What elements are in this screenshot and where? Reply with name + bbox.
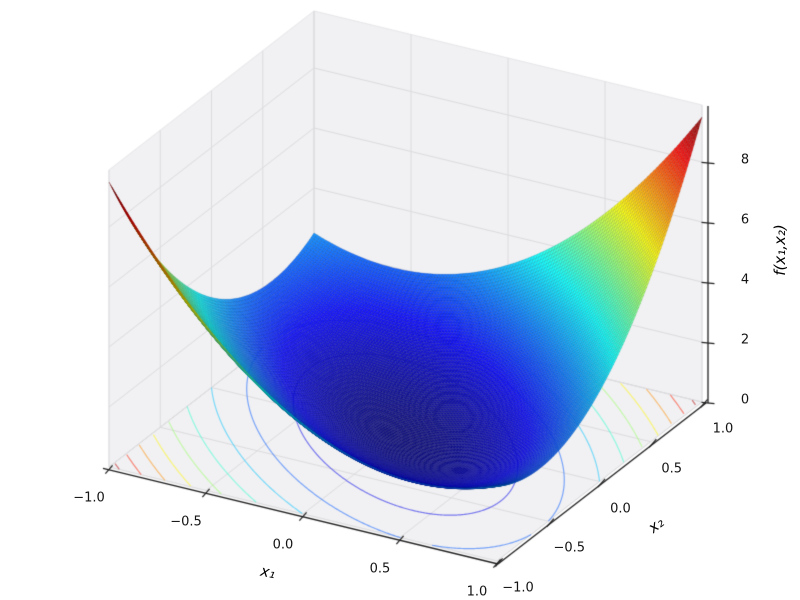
surface-plot-canvas	[0, 0, 800, 600]
matplotlib-3d-surface-figure: −1.0 −0.5 0.0 0.5 1.0 −1.0 −0.5 0.0 0.5 1.0 0 2 4 6 8 x…	[0, 0, 800, 600]
